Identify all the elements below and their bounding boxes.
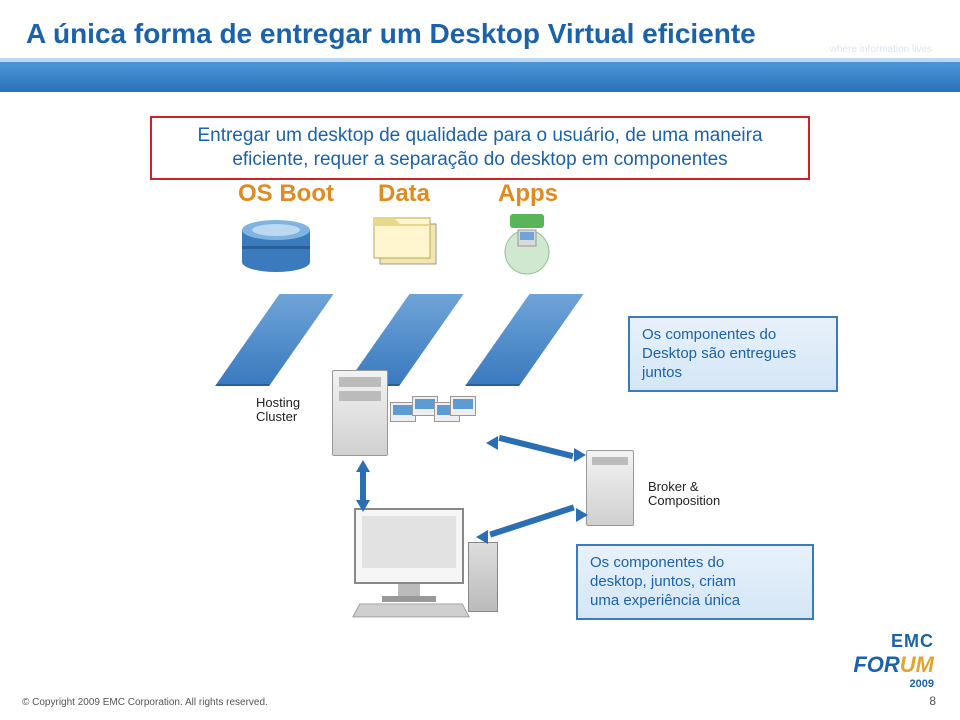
arrow-broker-cluster [486,430,586,464]
logo-brand: EMC [873,18,925,43]
broker-label: Broker & Composition [648,480,720,509]
hosting-label: Hosting Cluster [256,396,300,425]
callout-exp-l3: uma experiência única [590,592,740,609]
header-bar [0,62,960,92]
hosting-l1: Hosting [256,395,300,410]
broker-l1: Broker & [648,479,699,494]
intro-box: Entregar um desktop de qualidade para o … [150,116,810,180]
hosting-l2: Cluster [256,409,297,424]
client-pc-icon [330,508,500,628]
callout-juntos-l3: juntos [642,364,682,381]
forum-logo: EMC FORUM 2009 [853,631,934,690]
apps-slab [466,294,583,384]
arrow-broker-pc [476,510,588,552]
hosting-server-icon [332,370,388,456]
broker-server-icon [586,450,634,526]
col-data-label: Data [378,180,430,208]
col-apps-label: Apps [498,180,558,208]
col-os-label: OS Boot [238,180,334,208]
page-number: 8 [929,694,936,708]
osboot-icon [238,216,314,274]
logo-tagline: where information lives [830,44,932,55]
data-folder-icon [370,214,442,272]
apps-icon [498,212,556,278]
callout-juntos: Os componentes do Desktop são entregues … [628,316,838,392]
page-title: A única forma de entregar um Desktop Vir… [26,18,756,50]
forum-year: 2009 [853,678,934,690]
callout-juntos-l1: Os componentes do [642,326,776,343]
emc-logo: EMC2 where information lives [830,18,932,55]
callout-exp-l2: desktop, juntos, criam [590,573,736,590]
intro-line1: Entregar um desktop de qualidade para o … [197,125,762,146]
desktop-stack-icon [390,392,480,436]
callout-juntos-l2: Desktop são entregues [642,345,796,362]
arrow-hosting-pc [356,460,370,512]
os-slab [216,294,333,384]
copyright: © Copyright 2009 EMC Corporation. All ri… [22,697,268,708]
forum-emc: EMC [853,631,934,652]
broker-l2: Composition [648,493,720,508]
callout-exp: Os componentes do desktop, juntos, criam… [576,544,814,620]
callout-exp-l1: Os componentes do [590,554,724,571]
logo-sup: 2 [925,18,932,30]
intro-line2: eficiente, requer a separação do desktop… [232,149,727,170]
